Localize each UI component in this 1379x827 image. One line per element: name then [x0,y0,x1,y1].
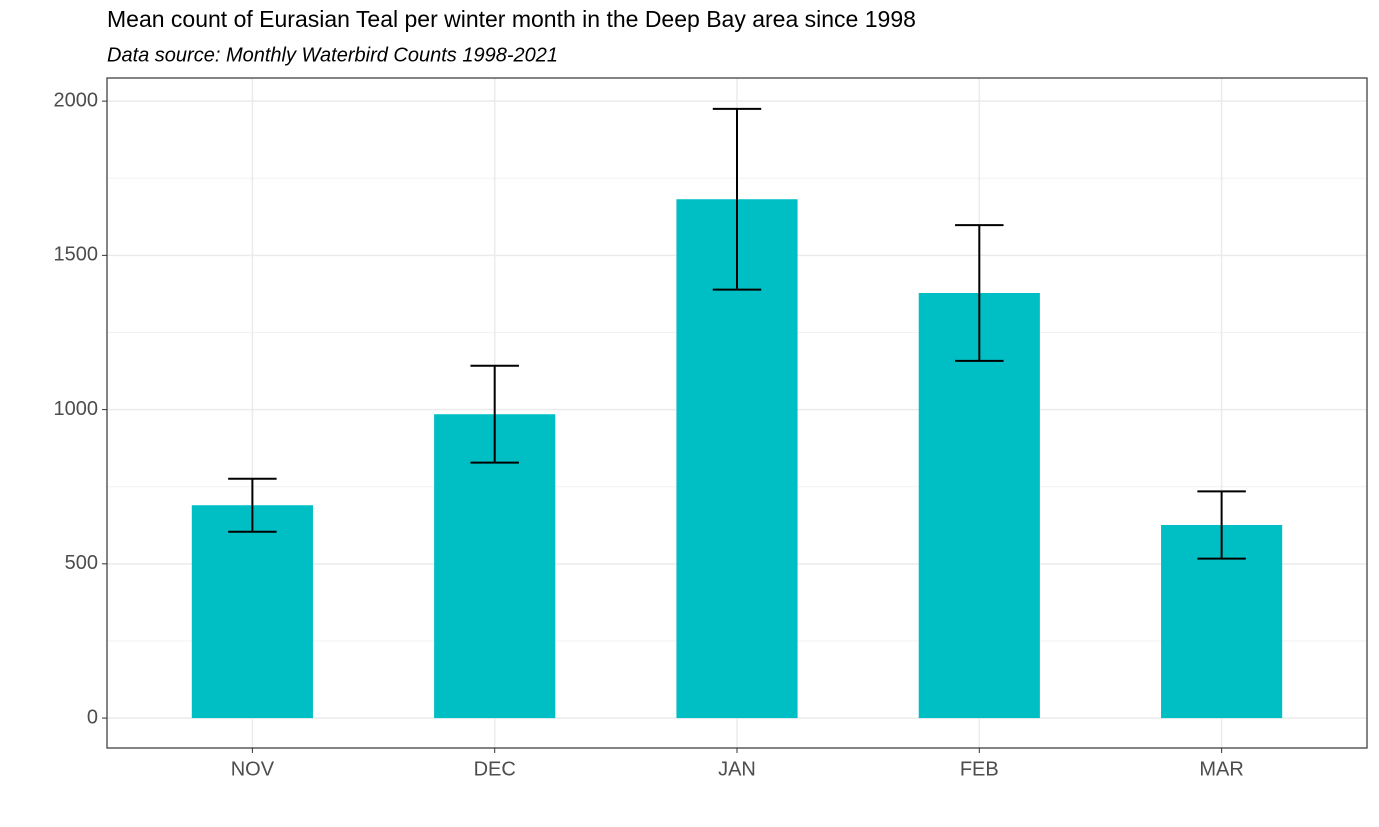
error-bar [1197,490,1246,560]
x-tick-label: DEC [474,758,516,780]
error-bar [955,224,1004,362]
x-tick-label: FEB [960,758,999,780]
plot-border [106,77,1368,749]
x-tick-label: NOV [231,758,275,780]
x-tick-label: JAN [718,758,756,780]
y-tick-label: 1000 [54,398,99,420]
error-bar [470,364,519,464]
x-tick-label: MAR [1199,758,1243,780]
bar [191,505,313,719]
chart-subtitle: Data source: Monthly Waterbird Counts 19… [107,44,558,66]
error-bar [712,107,762,291]
bar [434,414,556,719]
y-tick-label: 2000 [54,89,99,111]
chart-title: Mean count of Eurasian Teal per winter m… [107,6,916,32]
bar [918,293,1040,719]
error-bar [228,477,277,533]
y-tick-label: 1500 [54,244,99,266]
y-tick-label: 500 [65,552,98,574]
y-tick-label: 0 [87,706,98,728]
